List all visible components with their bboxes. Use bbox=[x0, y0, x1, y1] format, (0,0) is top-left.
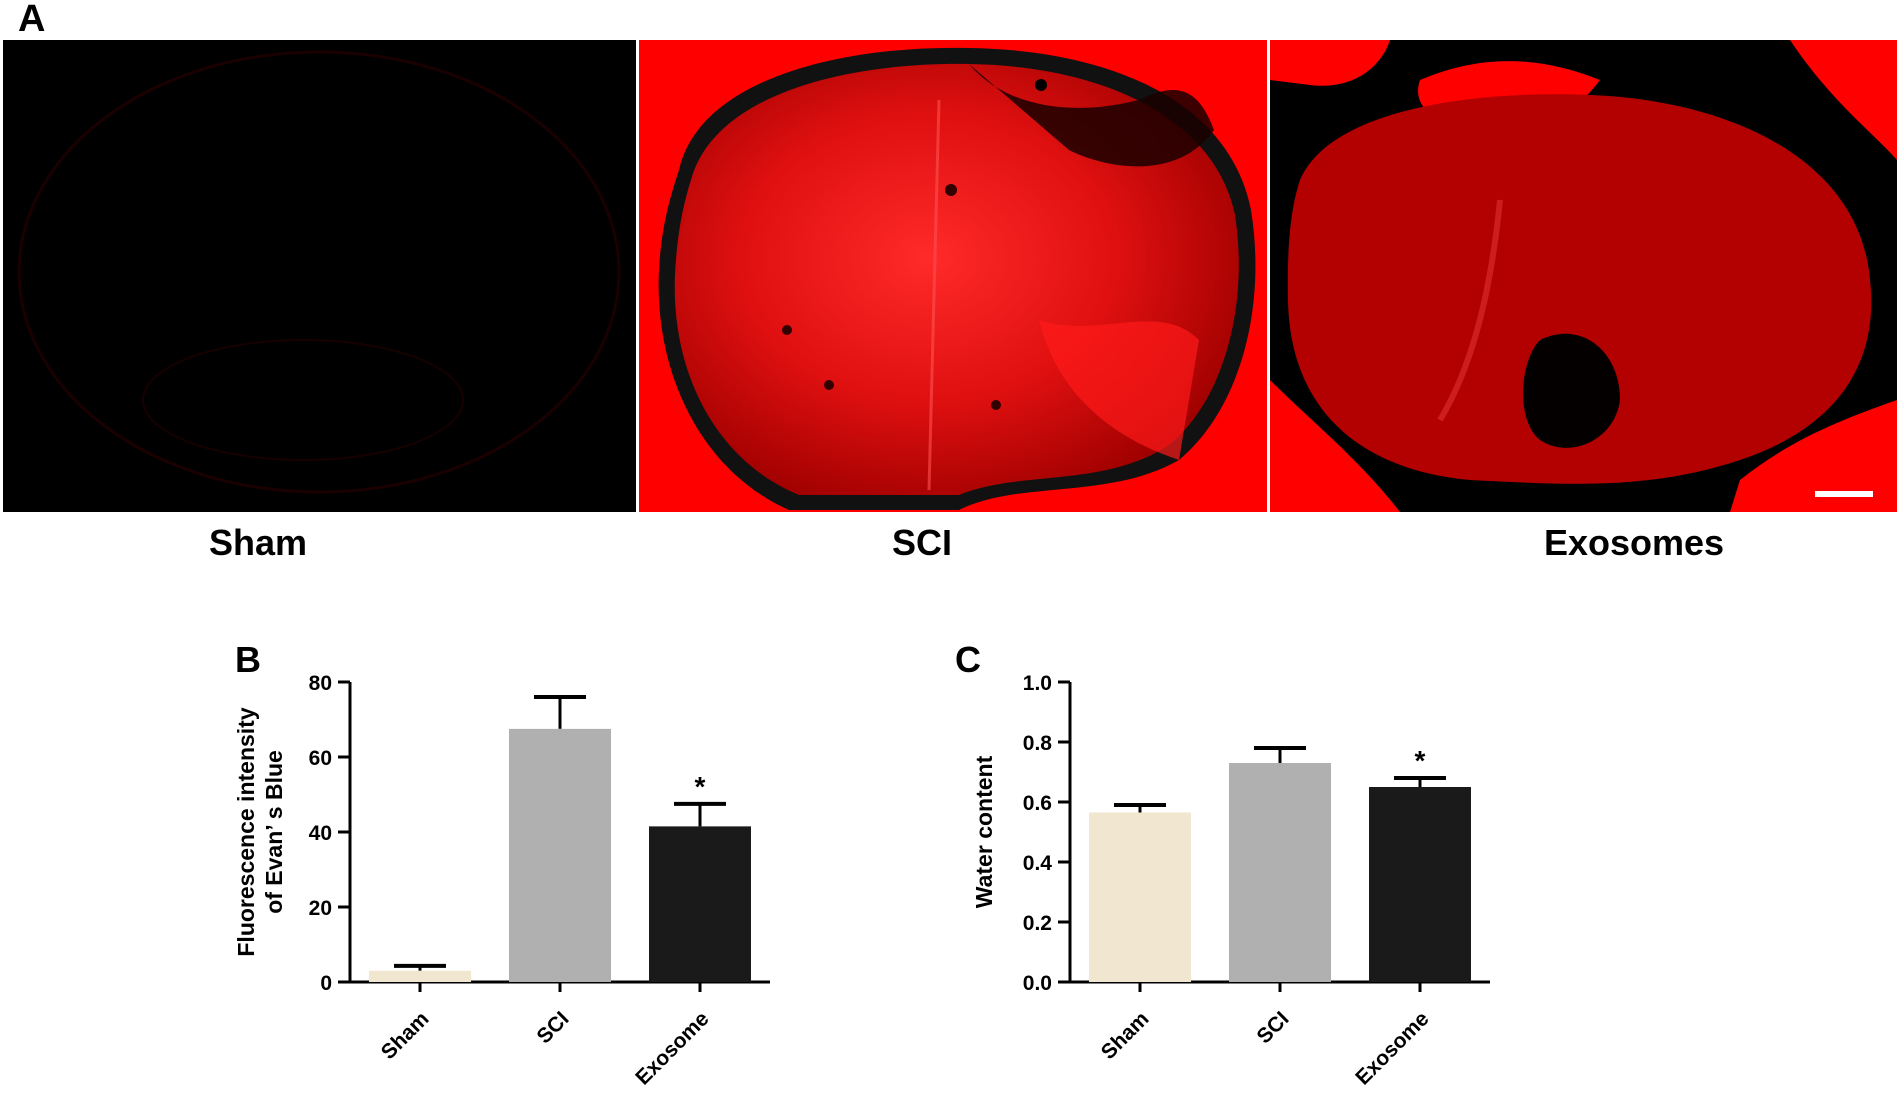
y-tick-label: 0.4 bbox=[1023, 852, 1053, 875]
y-tick-label: 40 bbox=[309, 822, 332, 845]
x-tick-label: Exosome bbox=[631, 1007, 713, 1089]
exosomes-fluorescence-image bbox=[1270, 40, 1897, 512]
bar-exosome bbox=[649, 826, 751, 982]
y-tick-label: 0.0 bbox=[1023, 972, 1052, 995]
y-tick-label: 0.8 bbox=[1023, 732, 1053, 755]
y-tick-label: 0.2 bbox=[1023, 912, 1052, 935]
y-axis-label-line2: of Evan’ s Blue bbox=[261, 750, 287, 914]
panel-letter: C bbox=[955, 639, 981, 680]
sham-fluorescence-image bbox=[3, 40, 636, 512]
bar-sham bbox=[1089, 812, 1191, 982]
x-tick-label: Sham bbox=[1097, 1007, 1154, 1064]
y-tick-label: 80 bbox=[309, 672, 332, 695]
scale-bar bbox=[1815, 491, 1873, 497]
x-tick-label: SCI bbox=[533, 1007, 574, 1048]
panel-c-chart: C 0.0 0.2 0.4 0.6 0.8 1.0 Water content Sham SCI *… bbox=[940, 630, 1660, 1115]
x-tick-label: Exosome bbox=[1351, 1007, 1433, 1089]
panel-a-letter: A bbox=[18, 0, 46, 40]
sci-image-label: SCI bbox=[891, 522, 952, 563]
panel-b-chart: B 0 20 40 60 80 Fluorescence intensity of Evan’… bbox=[220, 630, 940, 1115]
bar-sham bbox=[369, 970, 471, 982]
y-tick-label: 0 bbox=[320, 972, 332, 995]
bar-sci bbox=[509, 728, 611, 982]
y-tick-label: 1.0 bbox=[1023, 672, 1052, 695]
y-tick-label: 0.6 bbox=[1023, 792, 1052, 815]
bar-exosome bbox=[1369, 787, 1471, 982]
y-axis-label: Fluorescence intensity bbox=[233, 707, 259, 956]
x-tick-label: Sham bbox=[377, 1007, 434, 1064]
bar-sci bbox=[1229, 763, 1331, 982]
panel-letter: B bbox=[235, 639, 261, 680]
y-tick-label: 20 bbox=[309, 897, 332, 920]
y-tick-label: 60 bbox=[309, 747, 332, 770]
x-tick-label: SCI bbox=[1253, 1007, 1294, 1048]
sham-image-label: Sham bbox=[208, 522, 308, 563]
significance-marker: * bbox=[695, 771, 706, 802]
y-axis-label: Water content bbox=[971, 755, 997, 908]
exosomes-image-label: Exosomes bbox=[1543, 522, 1725, 563]
sci-fluorescence-image bbox=[639, 40, 1267, 512]
significance-marker: * bbox=[1415, 745, 1426, 776]
